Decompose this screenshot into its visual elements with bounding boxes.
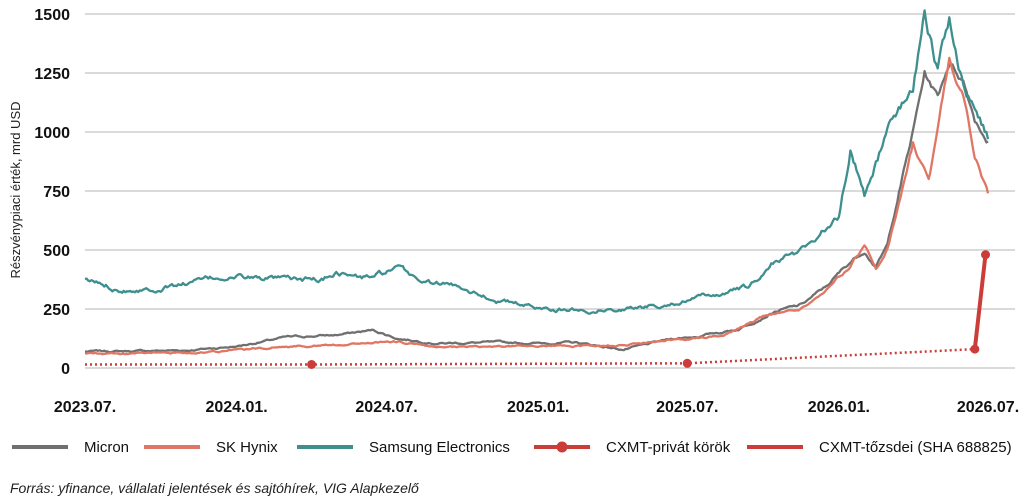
legend-label-samsung: Samsung Electronics [369,438,510,456]
series-line-cxmt-private [85,347,975,366]
legend-label-sk-hynix: SK Hynix [216,438,278,456]
series-line-1 [85,56,990,356]
legend: Micron SK Hynix Samsung Electronics CXMT… [10,436,1020,458]
x-tick-label: 2026.07. [957,399,1019,416]
x-tick-label: 2025.01. [507,399,569,416]
y-axis-label: Részvénypiaci érték, mrd USD [8,102,23,279]
marker-cxmt-private [307,359,317,369]
y-tick-label: 750 [43,184,70,201]
gridlines [85,13,1015,369]
source-note: Forrás: yfinance, vállalati jelentések é… [10,480,419,496]
legend-swatch-sk-hynix [144,445,200,449]
series-markers [307,250,991,369]
series-lines [84,9,990,366]
y-tick-label: 1250 [34,66,70,83]
marker-cxmt-listed [981,250,991,260]
legend-item-cxmt-private: CXMT-privát körök [532,436,730,458]
series-line-cxmt-listed [972,254,988,350]
legend-swatch-cxmt-listed [747,445,803,449]
x-tick-label: 2024.07. [355,399,417,416]
marker-cxmt-private [970,344,980,354]
x-tick-label: 2023.07. [54,399,116,416]
y-tick-label: 500 [43,243,70,260]
y-tick-label: 0 [61,361,70,378]
legend-item-cxmt-listed: CXMT-tőzsdei (SHA 688825) [745,436,1012,458]
y-tick-label: 1500 [34,7,70,24]
series-line-0 [84,63,989,354]
y-tick-label: 1000 [34,125,70,142]
legend-item-samsung: Samsung Electronics [295,436,510,458]
legend-swatch-cxmt-private [534,441,590,453]
legend-label-cxmt-private: CXMT-privát körök [606,438,731,456]
y-tick-label: 250 [43,302,70,319]
legend-label-micron: Micron [84,438,130,456]
legend-swatch-micron [12,445,68,449]
series-line-2 [84,9,990,315]
x-tick-labels: 2023.07. 2024.01. 2024.07. 2025.01. 2025.07.… [54,399,1019,416]
legend-item-micron: Micron [10,436,129,458]
y-tick-labels: 0 250 500 750 1000 1250 1500 [34,7,70,378]
x-tick-label: 2026.01. [808,399,870,416]
legend-item-sk-hynix: SK Hynix [142,436,278,458]
x-tick-label: 2024.01. [205,399,267,416]
marker-cxmt-private [682,358,692,368]
x-tick-label: 2025.07. [656,399,718,416]
legend-swatch-samsung [297,445,353,449]
legend-label-cxmt-listed: CXMT-tőzsdei (SHA 688825) [819,438,1012,456]
